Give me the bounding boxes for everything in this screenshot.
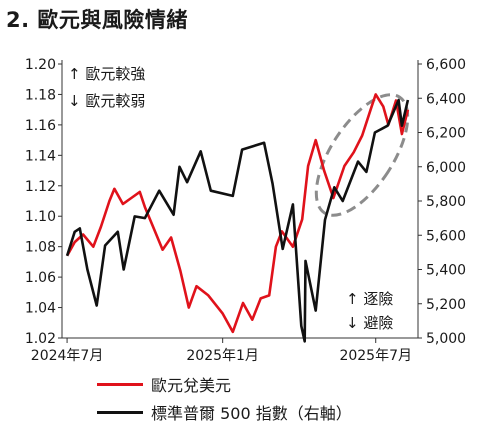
left-axis-ticks: 1.20 1.18 1.16 1.14 1.12 1.10 1.08 1.06 1.04 1.02 — [25, 57, 62, 347]
right-axis-ticks: 6,600 6,400 6,200 6,000 5,800 5,600 5,400 5,200… — [418, 57, 466, 347]
right-tick-label: 5,800 — [426, 194, 466, 210]
left-tick-label: 1.18 — [25, 87, 56, 103]
left-tick-label: 1.06 — [25, 270, 56, 286]
x-tick-label: 2025年1月 — [186, 348, 259, 364]
legend-swatch-red — [97, 382, 143, 386]
legend-label-sp500: 標準普爾 500 指數（右軸） — [151, 404, 352, 423]
right-tick-label: 6,600 — [426, 57, 466, 73]
left-tick-label: 1.14 — [25, 148, 56, 164]
chart-title: 2. 歐元與風險情緒 — [6, 8, 188, 32]
x-tick-label: 2025年7月 — [339, 348, 412, 364]
left-tick-label: 1.04 — [25, 301, 56, 317]
right-tick-label: 5,200 — [426, 297, 466, 313]
right-tick-label: 6,000 — [426, 160, 466, 176]
right-tick-label: 5,600 — [426, 228, 466, 244]
annotation-euro-weaker: ↓ 歐元較弱 — [68, 92, 145, 110]
annotation-risk-on: ↑ 逐險 — [346, 290, 393, 308]
series-line-eurusd — [65, 93, 410, 334]
left-tick-label: 1.10 — [25, 209, 56, 225]
legend-swatch-black — [97, 410, 143, 414]
annotation-euro-stronger: ↑ 歐元較強 — [68, 65, 145, 83]
left-tick-label: 1.20 — [25, 57, 56, 73]
highlight-ellipse — [314, 93, 410, 217]
left-tick-label: 1.16 — [25, 118, 56, 134]
right-tick-label: 5,400 — [426, 263, 466, 279]
x-tick-label: 2024年7月 — [31, 348, 104, 364]
right-tick-label: 6,400 — [426, 91, 466, 107]
x-axis-ticks: 2024年7月 2025年1月 2025年7月 — [31, 338, 412, 364]
right-tick-label: 5,000 — [426, 331, 466, 347]
annotation-risk-off: ↓ 避險 — [346, 314, 393, 332]
legend-item-eurusd: 歐元兌美元 — [97, 372, 231, 396]
left-tick-label: 1.02 — [25, 331, 56, 347]
left-tick-label: 1.12 — [25, 179, 56, 195]
left-tick-label: 1.08 — [25, 240, 56, 256]
legend-item-sp500: 標準普爾 500 指數（右軸） — [97, 400, 352, 424]
right-tick-label: 6,200 — [426, 126, 466, 142]
series-line-sp500 — [65, 98, 410, 343]
legend-label-eurusd: 歐元兌美元 — [151, 376, 232, 395]
